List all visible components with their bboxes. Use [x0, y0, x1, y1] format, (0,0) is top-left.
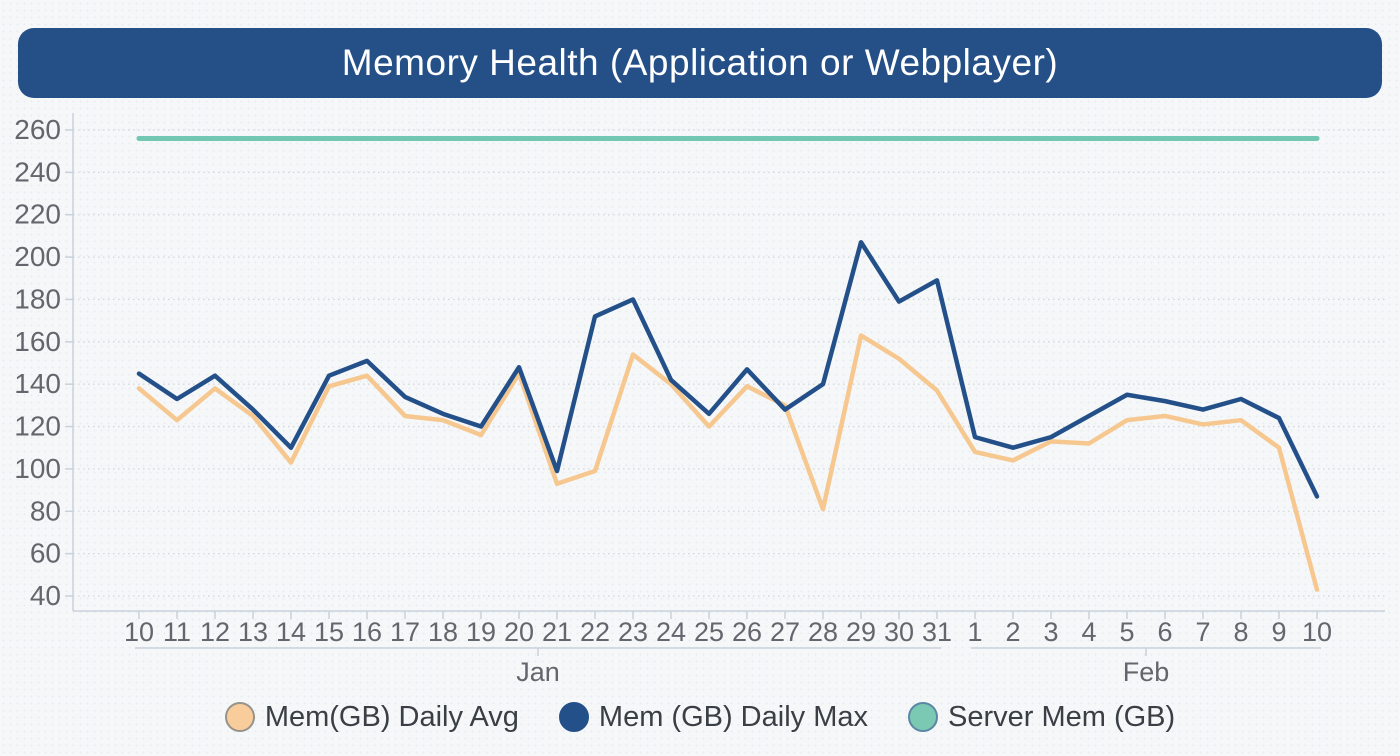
legend-label: Server Mem (GB) — [947, 700, 1176, 733]
chart-legend: Mem(GB) Daily Avg Mem (GB) Daily Max Ser… — [0, 694, 1400, 740]
svg-text:26: 26 — [732, 617, 762, 647]
svg-text:2: 2 — [1005, 617, 1020, 647]
svg-text:200: 200 — [14, 241, 61, 272]
svg-text:16: 16 — [352, 617, 382, 647]
svg-text:8: 8 — [1233, 617, 1248, 647]
x-axis-ticks — [138, 611, 1318, 619]
svg-text:23: 23 — [618, 617, 648, 647]
series-daily-max-line — [136, 240, 1320, 499]
legend-label: Mem(GB) Daily Avg — [264, 700, 519, 733]
svg-text:19: 19 — [466, 617, 496, 647]
x-axis-labels: 10 11 12 13 14 15 16 17 18 19 20 21 22 23 24 25 26 27 28 29… — [124, 617, 1332, 647]
svg-text:4: 4 — [1081, 617, 1096, 647]
svg-text:21: 21 — [542, 617, 572, 647]
svg-text:Feb: Feb — [1123, 657, 1170, 687]
server-mem-marker-icon — [907, 702, 938, 732]
y-axis-labels: 40 60 80 100 120 140 160 180 200 220 240 260 — [14, 114, 61, 611]
svg-text:220: 220 — [14, 199, 61, 230]
svg-text:80: 80 — [30, 495, 61, 526]
svg-text:25: 25 — [694, 617, 724, 647]
legend-item-server-mem[interactable]: Server Mem (GB) — [907, 700, 1176, 734]
daily-avg-marker-icon — [224, 702, 255, 732]
svg-text:12: 12 — [200, 617, 230, 647]
svg-text:180: 180 — [14, 283, 61, 314]
svg-text:160: 160 — [14, 326, 61, 357]
axis-lines — [72, 113, 1385, 612]
series-daily-avg-line — [136, 333, 1320, 592]
month-group-feb: Feb — [971, 647, 1321, 687]
y-gridlines — [73, 129, 1385, 597]
svg-text:24: 24 — [656, 617, 686, 647]
svg-text:9: 9 — [1271, 617, 1286, 647]
svg-text:240: 240 — [14, 156, 61, 187]
legend-item-daily-max[interactable]: Mem (GB) Daily Max — [558, 700, 868, 734]
svg-text:15: 15 — [314, 617, 344, 647]
svg-text:28: 28 — [808, 617, 838, 647]
svg-text:5: 5 — [1119, 617, 1134, 647]
svg-text:60: 60 — [30, 538, 61, 569]
y-axis-ticks — [65, 129, 73, 597]
svg-text:17: 17 — [390, 617, 420, 647]
svg-text:140: 140 — [14, 368, 61, 399]
svg-text:22: 22 — [580, 617, 610, 647]
daily-max-marker-icon — [558, 702, 589, 732]
svg-text:6: 6 — [1157, 617, 1172, 647]
svg-text:27: 27 — [770, 617, 800, 647]
svg-text:Jan: Jan — [516, 657, 560, 687]
svg-text:14: 14 — [276, 617, 306, 647]
legend-label: Mem (GB) Daily Max — [598, 700, 868, 733]
svg-text:20: 20 — [504, 617, 534, 647]
svg-text:31: 31 — [922, 617, 952, 647]
svg-text:260: 260 — [14, 114, 61, 145]
chart-title-banner: Memory Health (Application or Webplayer) — [18, 28, 1382, 98]
svg-text:11: 11 — [163, 617, 191, 647]
svg-text:10: 10 — [1302, 617, 1332, 647]
svg-text:13: 13 — [238, 617, 268, 647]
svg-text:100: 100 — [14, 453, 61, 484]
svg-text:40: 40 — [30, 580, 61, 611]
svg-text:120: 120 — [14, 411, 61, 442]
month-group-jan: Jan — [135, 647, 941, 687]
svg-text:30: 30 — [884, 617, 914, 647]
svg-text:29: 29 — [846, 617, 876, 647]
svg-text:10: 10 — [124, 617, 154, 647]
legend-item-daily-avg[interactable]: Mem(GB) Daily Avg — [224, 700, 519, 734]
svg-text:1: 1 — [967, 617, 982, 647]
svg-text:7: 7 — [1195, 617, 1210, 647]
svg-text:3: 3 — [1043, 617, 1058, 647]
svg-text:18: 18 — [428, 617, 458, 647]
page-title: Memory Health (Application or Webplayer) — [341, 42, 1059, 83]
